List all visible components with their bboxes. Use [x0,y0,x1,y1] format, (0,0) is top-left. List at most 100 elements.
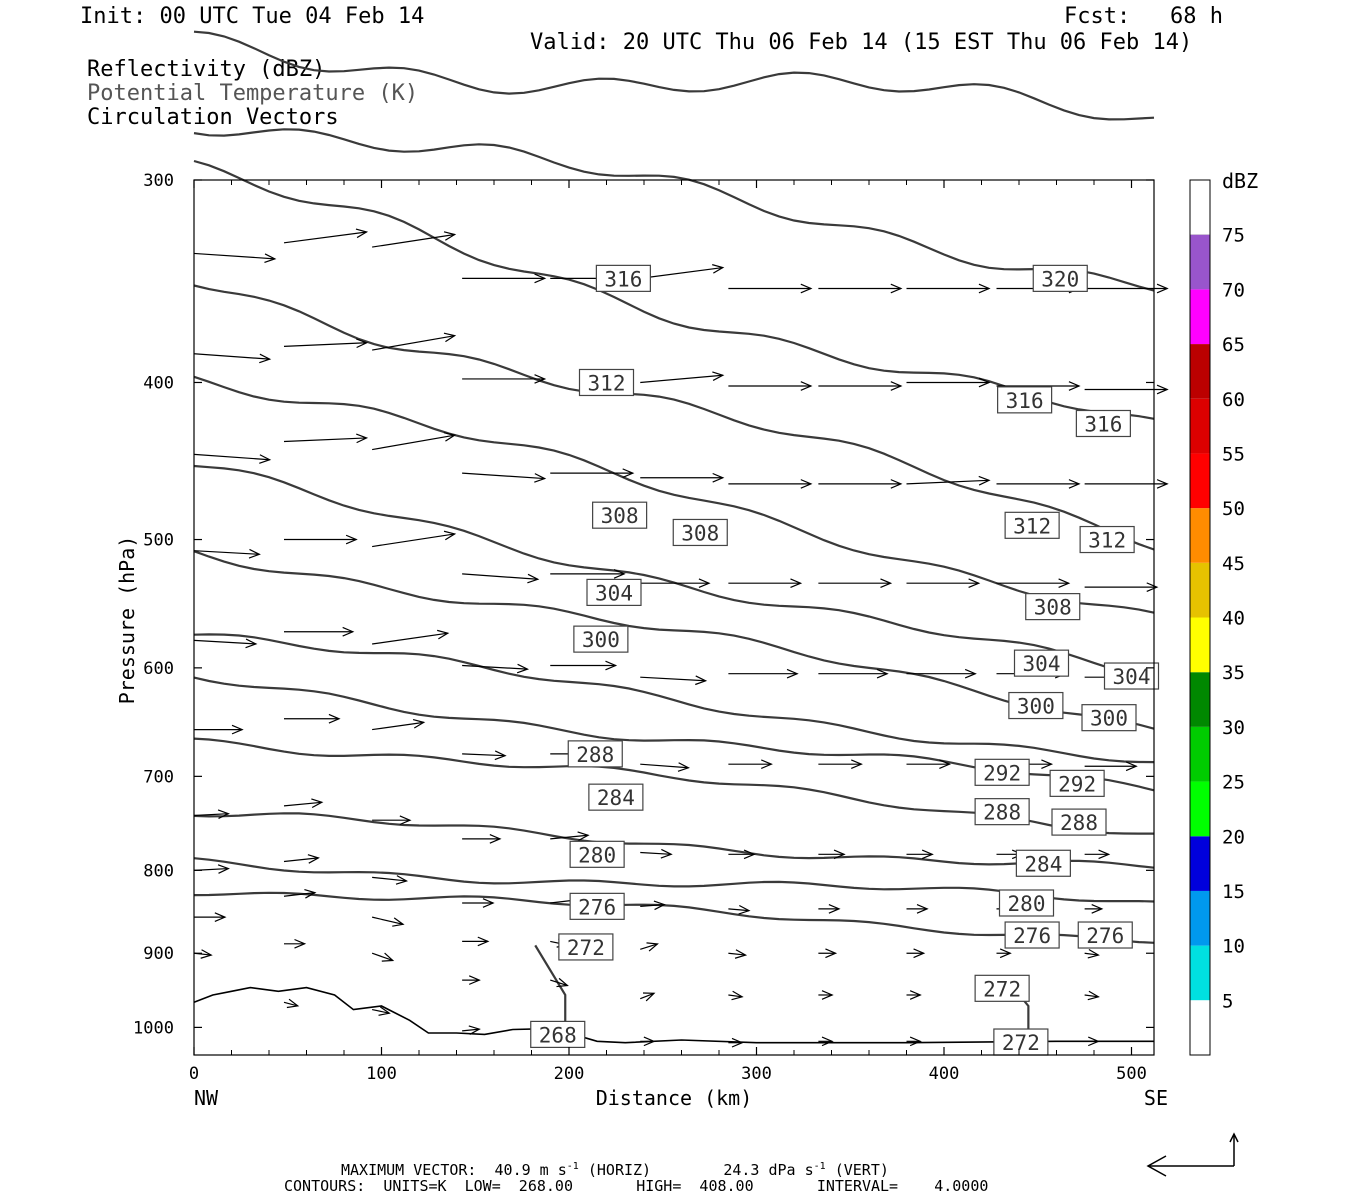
contour-label: 280 [569,840,625,868]
circulation-vector [640,992,656,1002]
circulation-vector [640,371,725,384]
circulation-vector [283,888,317,899]
contour-label: 320 [1032,264,1088,292]
circulation-vector [640,578,711,589]
svg-text:312: 312 [1013,514,1051,538]
colorbar-label: 55 [1222,443,1245,465]
circulation-vector [550,977,569,988]
colorbar-title: dBZ [1222,169,1258,193]
isentrope-308 [193,284,1155,551]
circulation-vector [1084,761,1138,772]
contour-label: 288 [1051,808,1107,836]
colorbar-label: 70 [1222,279,1245,301]
reference-vector-icon [1146,1132,1239,1177]
y-tick-label: 600 [143,659,174,679]
contour-label: 308 [672,518,728,547]
circulation-vector [462,898,495,908]
colorbar-label: 65 [1222,334,1245,356]
circulation-vector [640,900,666,911]
svg-text:300: 300 [1017,695,1055,719]
isentrope-280 [193,812,1155,869]
circulation-vector [818,283,903,294]
isentrope-272-west-branch [534,944,567,1029]
isentrope-304 [193,375,1155,614]
circulation-vector [550,831,590,842]
contour-label: 312 [1079,525,1135,554]
circulation-vector [906,904,929,914]
circulation-vector [462,750,507,761]
circulation-vector [193,548,261,559]
svg-text:312: 312 [588,371,626,395]
svg-text:272: 272 [983,977,1021,1001]
svg-text:284: 284 [597,786,635,810]
contour-label: 300 [1008,691,1064,720]
y-axis-label: Pressure (hPa) [115,536,139,705]
max-vector-info: MAXIMUM VECTOR: 40.9 m s-1 (HORIZ) 24.3 … [341,1161,889,1179]
contour-label: 276 [1004,921,1060,949]
colorbar-cell [1190,453,1210,509]
colorbar-cell [1190,945,1210,1001]
circulation-vector [194,912,227,922]
isentrope-292 [193,633,1155,764]
circulation-vector [372,530,457,548]
circulation-vector [1084,384,1169,395]
contour-label: 300 [1081,704,1137,732]
circulation-vector [550,660,618,671]
circulation-vector [818,948,838,959]
contour-label: 280 [998,889,1055,917]
circulation-vector [462,1025,481,1035]
colorbar-cell [1190,289,1210,345]
svg-text:284: 284 [1024,852,1062,876]
colorbar: 5 10 15 20 25 30 35 40 45 50 55 60 65 70 75 [1189,179,1245,1056]
x-tick-label: 400 [929,1064,960,1084]
circulation-vector [371,952,395,962]
circulation-vector [372,629,450,645]
svg-text:292: 292 [1058,772,1096,796]
circulation-vector [640,675,708,686]
svg-text:288: 288 [1060,811,1098,835]
svg-text:272: 272 [1002,1031,1040,1055]
circulation-vector [640,762,690,772]
field-potential-temperature: Potential Temperature (K) [87,81,419,106]
circulation-vector [818,759,863,770]
contour-label: 304 [586,578,642,606]
colorbar-label: 50 [1222,498,1245,520]
contour-label: 276 [569,892,625,920]
isentrope-276 [193,857,1155,903]
circulation-vector [1084,990,1100,1001]
circulation-vector [728,949,748,959]
contour-label: 300 [573,625,629,653]
svg-text:280: 280 [1008,892,1046,916]
field-circulation-vectors: Circulation Vectors [87,105,339,130]
circulation-vector [284,938,307,949]
circulation-vector [462,573,540,584]
circulation-vector [818,479,903,489]
circulation-vector [906,578,981,589]
colorbar-cell [1190,562,1210,618]
svg-text:280: 280 [578,843,616,867]
svg-text:316: 316 [1006,389,1044,413]
circulation-vector [996,479,1081,489]
circulation-vector [818,1036,834,1047]
circulation-vector [372,231,457,248]
circulation-vector [728,1037,744,1048]
contour-label: 268 [530,1020,586,1048]
circulation-vector [640,264,725,279]
colorbar-cell [1190,726,1210,782]
isentrope-272 [193,891,1155,944]
svg-text:300: 300 [1090,707,1128,731]
y-tick-label: 300 [143,171,174,191]
svg-text:308: 308 [601,504,639,528]
circulation-vector [906,849,934,860]
y-tick-label: 500 [143,531,174,551]
y-tick-label: 700 [143,767,174,787]
contour-label: 312 [578,368,635,397]
svg-text:292: 292 [983,761,1021,785]
circulation-vector [1084,479,1169,489]
x-tick-label: 300 [741,1064,772,1084]
circulation-vector [728,990,744,1001]
colorbar-cell [1190,344,1210,399]
circulation-vector [906,668,977,679]
circulation-vector [283,998,300,1009]
contour-label: 292 [1049,769,1105,797]
